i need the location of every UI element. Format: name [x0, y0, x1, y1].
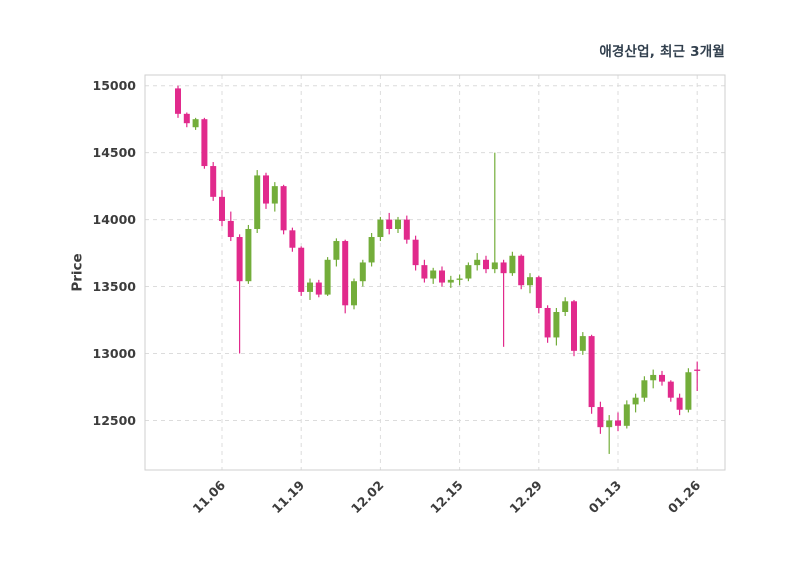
candle-body	[676, 397, 683, 410]
candle-body	[562, 301, 569, 312]
candle-body	[641, 380, 648, 398]
candle-body	[491, 262, 498, 270]
candle-body	[447, 279, 454, 283]
x-tick-label: 12.15	[427, 478, 466, 517]
candle-body	[403, 219, 410, 240]
candle-body	[175, 88, 181, 114]
x-tick-label: 12.02	[348, 478, 387, 517]
x-tick-label: 12.29	[506, 478, 545, 517]
candle-body	[474, 259, 481, 266]
candle-body	[632, 397, 639, 405]
candle-body	[535, 277, 542, 308]
candle-body	[324, 259, 331, 295]
candle-body	[201, 119, 208, 167]
candle-body	[518, 255, 525, 286]
candle-body	[553, 312, 560, 338]
candle-body	[615, 420, 621, 426]
candle-body	[298, 247, 305, 292]
plot-border	[144, 74, 726, 471]
y-tick-label: 14000	[93, 212, 137, 227]
x-tick-label: 01.13	[586, 478, 625, 517]
candle-body	[439, 270, 445, 283]
candle-body	[483, 259, 489, 270]
candle-body	[289, 230, 296, 248]
chart-title: 애경산업, 최근 3개월	[599, 44, 725, 60]
candle-body	[395, 219, 401, 229]
candle-body	[500, 262, 507, 274]
candle-body	[430, 270, 437, 279]
candle-body	[359, 262, 366, 282]
candle-body	[386, 219, 393, 229]
candle-body	[263, 175, 269, 204]
y-tick-label: 14500	[93, 145, 137, 160]
candle-body	[210, 166, 217, 197]
candle-body	[254, 175, 261, 229]
y-tick-label: 12500	[93, 413, 137, 428]
candle-body	[421, 265, 428, 279]
candle-body	[315, 282, 322, 295]
candle-body	[219, 196, 225, 221]
candle-body	[227, 220, 234, 238]
candle-body	[280, 186, 287, 231]
candle-body	[351, 281, 357, 306]
candle-body	[333, 241, 340, 260]
candle-body	[245, 228, 252, 282]
candle-body	[377, 219, 384, 238]
y-tick-label: 13500	[93, 279, 137, 294]
candle-body	[183, 113, 190, 124]
candle-body	[544, 307, 551, 338]
candle-body	[571, 301, 577, 351]
candle-body	[606, 420, 613, 428]
candle-body	[456, 278, 463, 280]
candle-body	[685, 372, 692, 410]
y-tick-label: 13000	[93, 346, 137, 361]
candle-body	[579, 336, 586, 351]
candle-body	[588, 336, 595, 408]
candle-body	[527, 277, 533, 286]
candle-body	[623, 404, 630, 426]
candle-body	[667, 381, 674, 398]
candle-body	[509, 255, 516, 274]
candle-body	[271, 186, 278, 204]
candle-body	[597, 407, 604, 428]
candle-body	[465, 265, 472, 279]
candle-body	[650, 374, 657, 381]
candle-body	[368, 237, 375, 263]
x-tick-label: 11.19	[269, 478, 308, 517]
candle-body	[236, 237, 243, 282]
x-tick-label: 11.06	[190, 477, 229, 516]
candle-body	[307, 282, 313, 292]
candle-body	[342, 241, 349, 306]
candle-body	[659, 374, 665, 382]
candle-body	[192, 119, 199, 128]
candle-body	[694, 369, 701, 371]
candle-body	[412, 239, 419, 266]
y-tick-label: 15000	[93, 78, 137, 93]
x-tick-label: 01.26	[665, 477, 704, 516]
